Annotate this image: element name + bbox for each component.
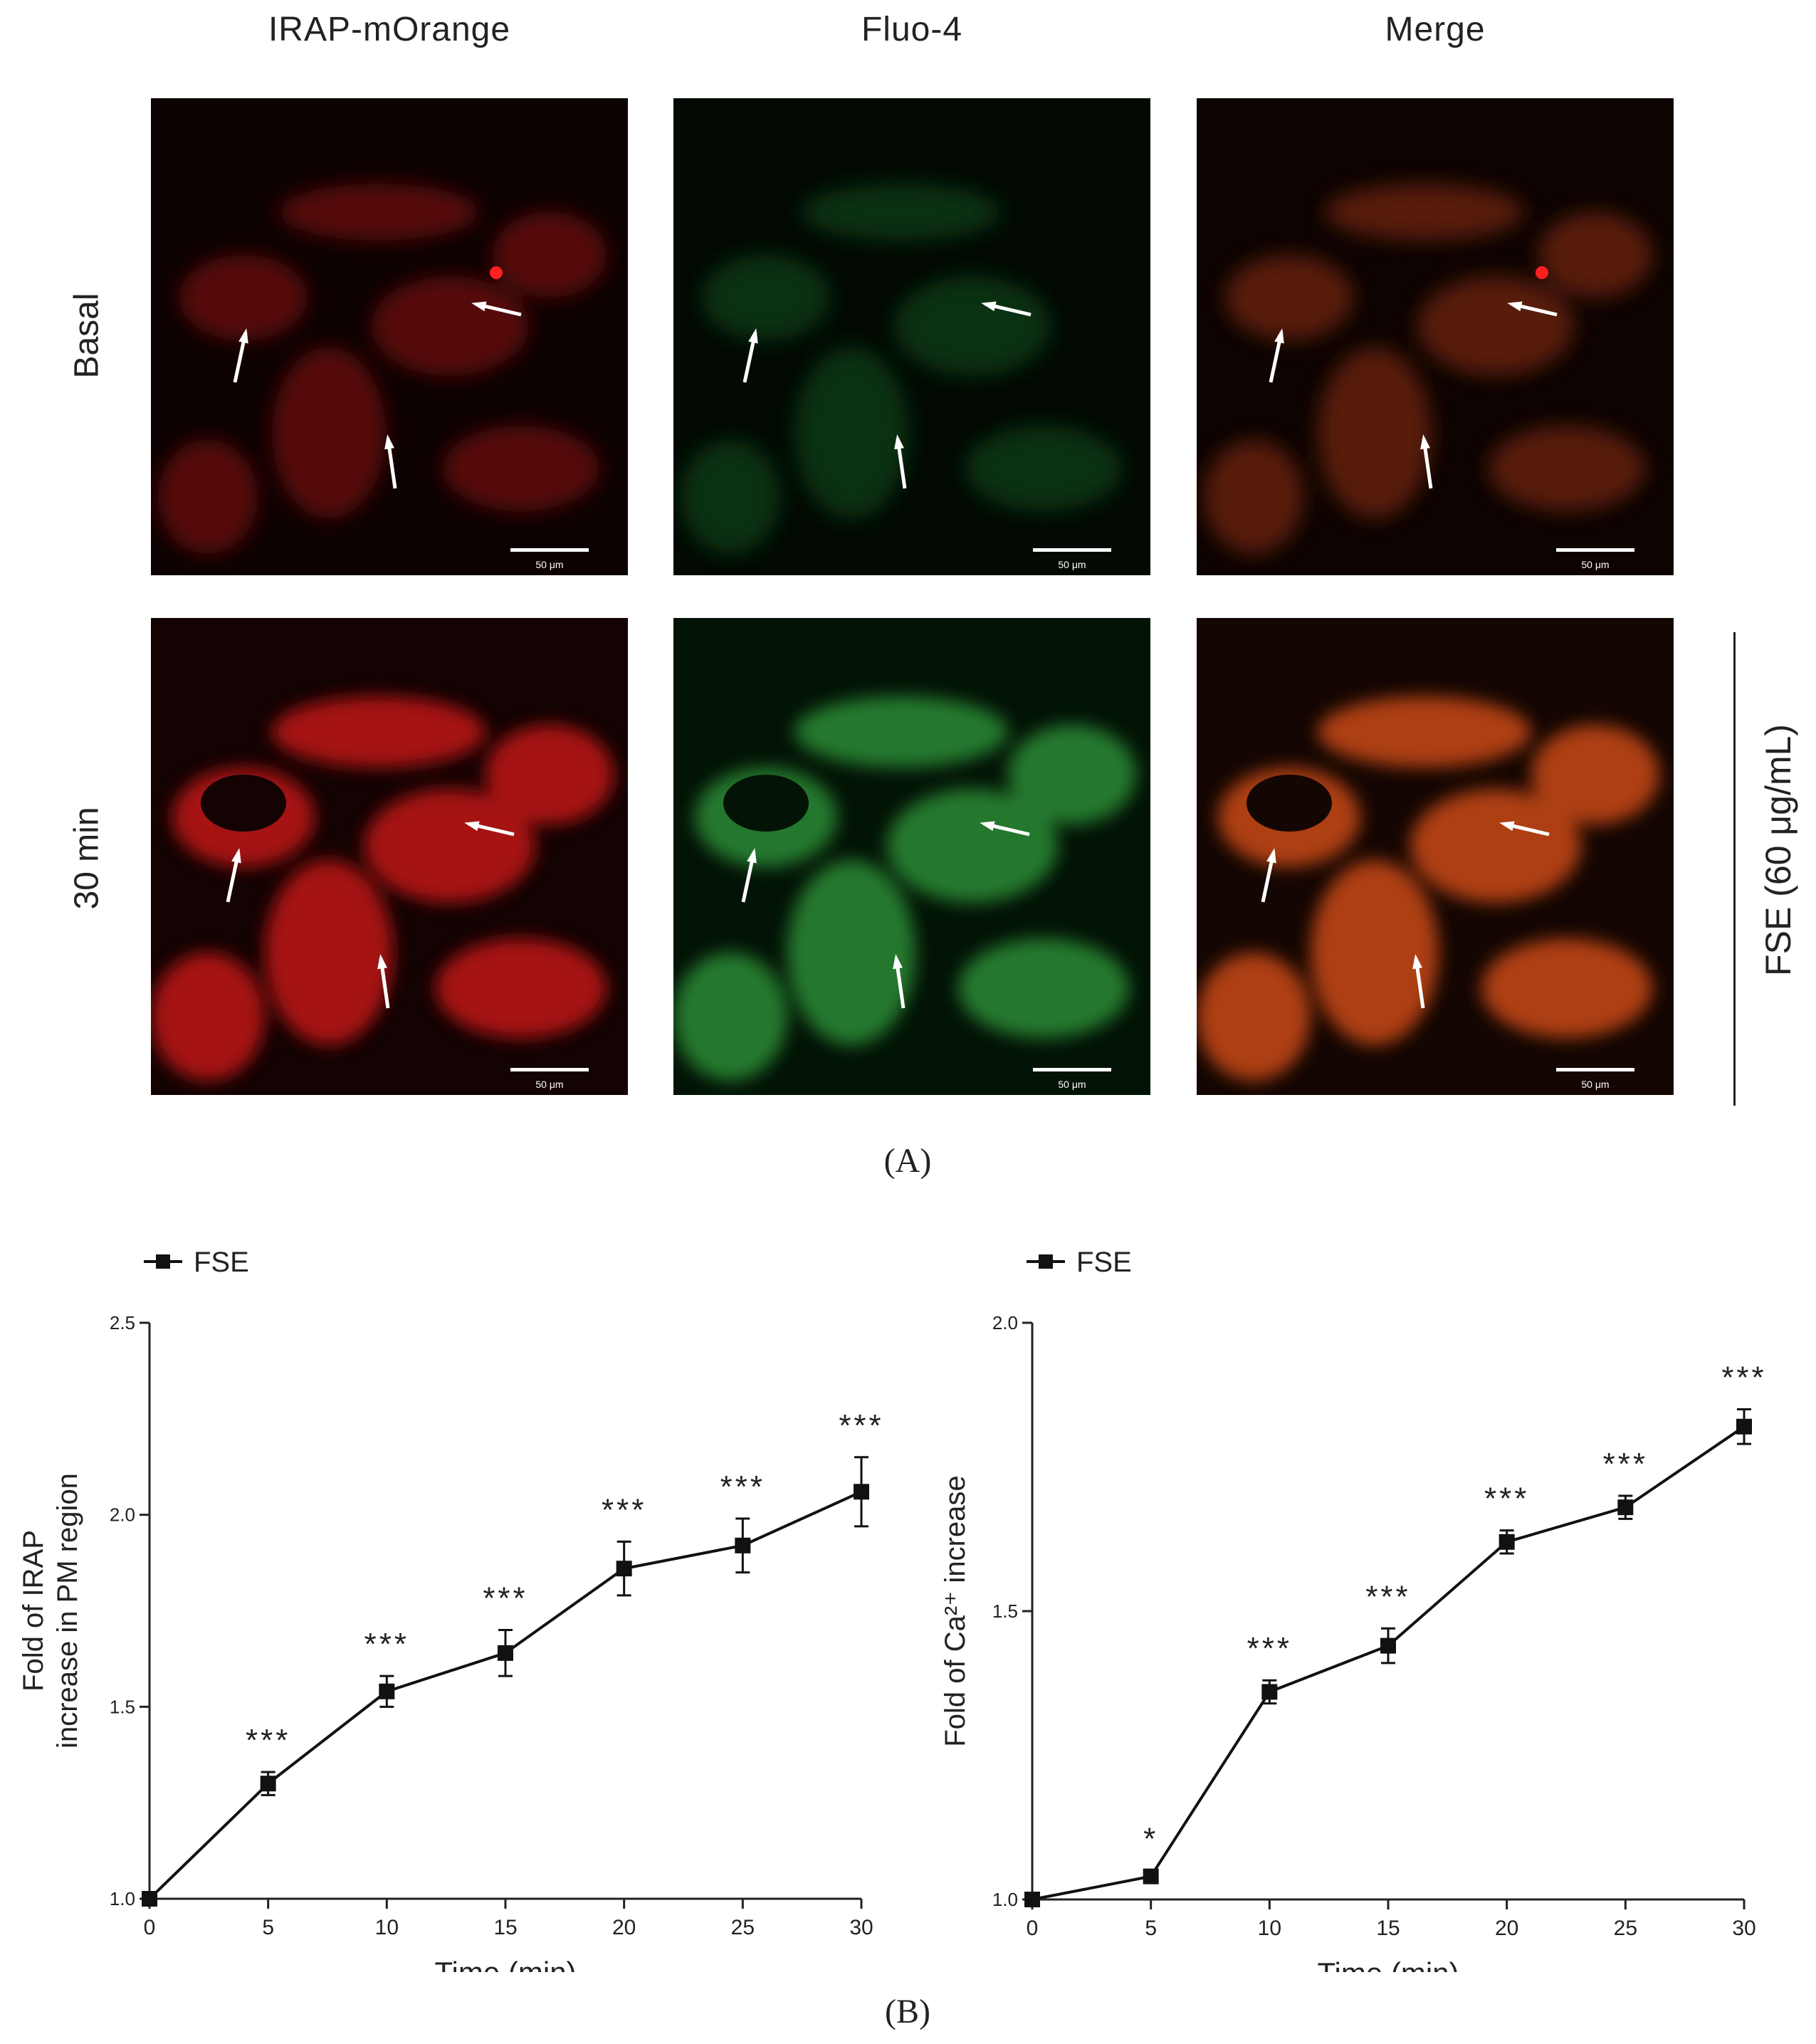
micrograph-30min-irap: 50 μm	[151, 618, 628, 1095]
y-axis-label-line2: increase in PM region	[52, 1473, 83, 1749]
x-tick-label: 25	[1614, 1917, 1637, 1940]
micrograph-basal-merge-image: 50 μm	[1197, 98, 1674, 575]
legend-marker	[156, 1254, 170, 1269]
micrograph-basal-irap-image: 50 μm	[151, 98, 628, 575]
micrograph-basal-fluo4: 50 μm	[673, 98, 1150, 575]
x-axis-label: Time (min)	[1317, 1956, 1459, 1972]
y-tick-label: 2.5	[110, 1312, 135, 1333]
column-title-merge: Merge	[1385, 11, 1486, 48]
column-title-irap: IRAP-mOrange	[268, 11, 511, 48]
significance-label: ***	[1603, 1447, 1648, 1482]
chart-ca-fold: 0 5 10 15 20 25 30 1.0 1.5 2.0 Time (min) Fold of C…	[940, 1247, 1766, 1972]
y-axis-label: Fold of Ca²⁺ increase	[940, 1475, 971, 1746]
y-tick-label: 1.0	[110, 1888, 135, 1909]
x-tick-label: 0	[144, 1916, 156, 1939]
data-point	[854, 1484, 869, 1500]
y-tick-label: 1.0	[992, 1889, 1018, 1910]
y-tick-label: 1.5	[992, 1600, 1018, 1622]
svg-text:50 μm: 50 μm	[1058, 559, 1086, 570]
svg-text:50 μm: 50 μm	[1058, 1079, 1086, 1090]
data-point	[1499, 1534, 1515, 1550]
x-tick-label: 5	[1145, 1917, 1157, 1940]
significance-label: ***	[1247, 1631, 1292, 1666]
y-tick-label: 1.5	[110, 1696, 135, 1717]
row-label-basal: Basal	[68, 293, 106, 379]
legend-marker	[1039, 1254, 1053, 1269]
y-tick-label: 2.0	[110, 1504, 135, 1526]
data-point	[379, 1683, 395, 1699]
x-tick-label: 0	[1027, 1917, 1039, 1940]
treatment-label: FSE (60 μg/mL)	[1758, 724, 1798, 976]
micrograph-basal-irap: 50 μm	[151, 98, 628, 575]
svg-text:50 μm: 50 μm	[535, 559, 563, 570]
significance-label: *	[1143, 1822, 1158, 1857]
panel-b-caption: (B)	[885, 1993, 930, 2030]
x-tick-label: 10	[375, 1916, 399, 1939]
micrograph-30min-merge-image: 50 μm	[1197, 618, 1674, 1095]
legend-label: FSE	[1076, 1247, 1132, 1278]
y-tick-label: 2.0	[992, 1312, 1018, 1333]
data-point	[1736, 1418, 1752, 1435]
x-tick-label: 20	[1495, 1917, 1518, 1940]
data-point	[1380, 1637, 1396, 1654]
treatment-bracket-line	[1733, 632, 1736, 1106]
data-point	[1617, 1499, 1634, 1516]
micrograph-30min-fluo4: 50 μm	[673, 618, 1150, 1095]
micrograph-30min-merge: 50 μm	[1197, 618, 1674, 1095]
legend: FSE	[1027, 1247, 1132, 1278]
x-axis-label: Time (min)	[434, 1956, 576, 1972]
x-tick-label: 5	[262, 1916, 274, 1939]
significance-label: ***	[720, 1469, 765, 1504]
data-point	[1261, 1684, 1278, 1700]
data-point	[1024, 1892, 1040, 1907]
y-axis-label-line1: Fold of IRAP	[18, 1530, 49, 1692]
significance-label: ***	[1365, 1579, 1410, 1614]
significance-label: ***	[483, 1581, 528, 1615]
significance-label: ***	[839, 1408, 883, 1443]
data-point	[498, 1645, 513, 1661]
series-line	[148, 1490, 862, 1900]
data-point	[1143, 1868, 1159, 1885]
row-label-30min: 30 min	[68, 807, 106, 910]
x-tick-label: 30	[849, 1916, 873, 1939]
legend-label: FSE	[194, 1247, 249, 1278]
significance-label: ***	[364, 1627, 409, 1662]
micrograph-basal-merge: 50 μm	[1197, 98, 1674, 575]
data-point	[735, 1537, 751, 1553]
micrograph-30min-irap-image: 50 μm	[151, 618, 628, 1095]
data-point	[260, 1776, 276, 1792]
x-tick-label: 15	[1376, 1917, 1400, 1940]
svg-text:50 μm: 50 μm	[535, 1079, 563, 1090]
significance-label: ***	[246, 1723, 290, 1758]
chart-irap-fold: 0 5 10 15 20 25 30 1.0 1.5 2.0 2.5 Time (min) Fold o…	[18, 1247, 883, 1972]
x-tick-label: 20	[612, 1916, 636, 1939]
svg-text:50 μm: 50 μm	[1581, 559, 1609, 570]
column-title-fluo4: Fluo-4	[861, 11, 963, 48]
data-point	[142, 1891, 157, 1907]
significance-label: ***	[1484, 1482, 1529, 1516]
micrograph-30min-fluo4-image: 50 μm	[673, 618, 1150, 1095]
svg-text:50 μm: 50 μm	[1581, 1079, 1609, 1090]
micrograph-basal-fluo4-image: 50 μm	[673, 98, 1150, 575]
legend: FSE	[144, 1247, 249, 1278]
panel-a-caption: (A)	[883, 1142, 932, 1180]
x-tick-label: 25	[731, 1916, 755, 1939]
data-point	[616, 1561, 632, 1577]
x-tick-label: 30	[1732, 1917, 1755, 1940]
x-tick-label: 15	[493, 1916, 517, 1939]
significance-label: ***	[602, 1492, 646, 1527]
significance-label: ***	[1721, 1361, 1766, 1395]
x-tick-label: 10	[1258, 1917, 1281, 1940]
